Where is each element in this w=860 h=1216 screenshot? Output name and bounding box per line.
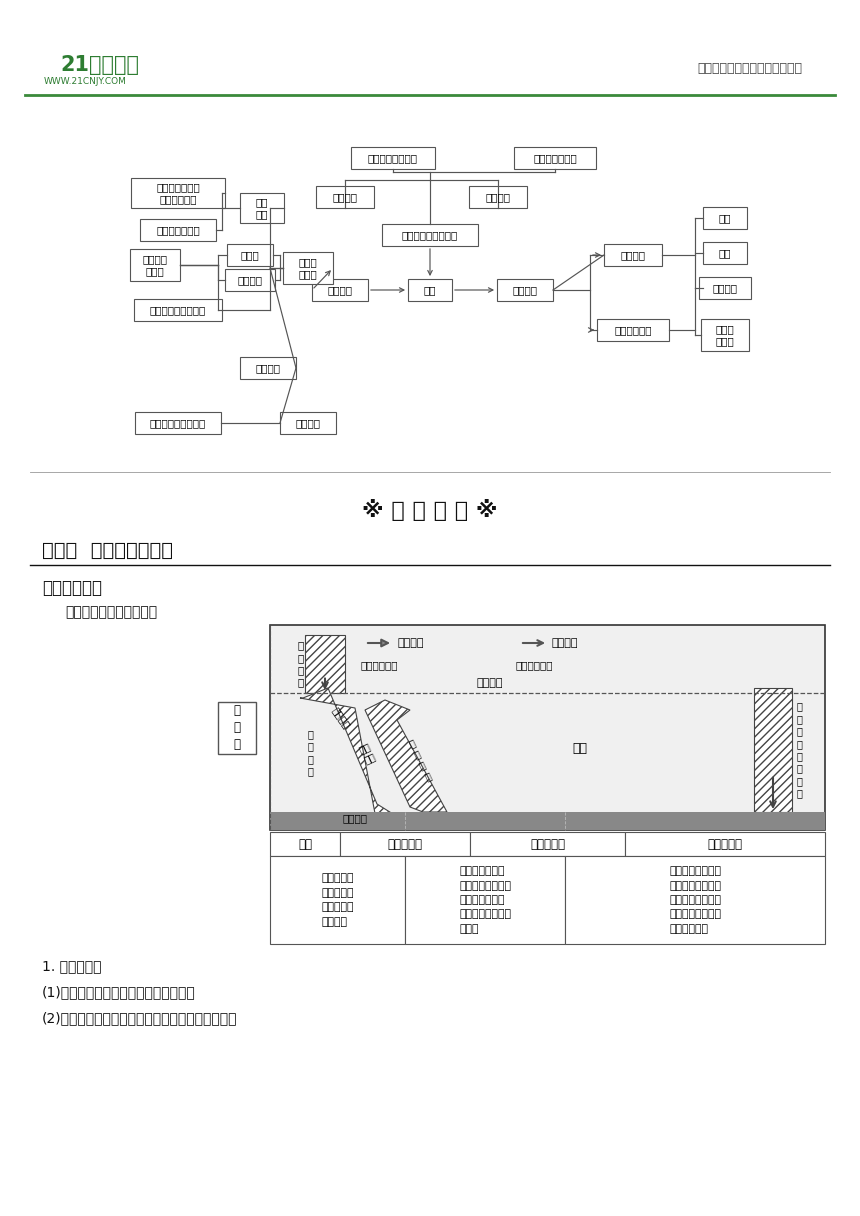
Polygon shape	[365, 700, 447, 812]
Text: 气压分布规律与
等压面的判读: 气压分布规律与 等压面的判读	[157, 182, 200, 204]
Text: 地面吸收: 地面吸收	[342, 814, 367, 823]
Text: 季风环流: 季风环流	[296, 418, 321, 428]
Bar	[699, 277, 751, 299]
Text: 射向宇宙空间: 射向宇宙空间	[360, 660, 397, 670]
Bar	[382, 224, 478, 246]
Text: 风向与受
力状况: 风向与受 力状况	[143, 254, 168, 276]
Bar	[130, 249, 180, 281]
Bar	[270, 856, 405, 944]
Text: 气旋与反气旋: 气旋与反气旋	[614, 325, 652, 334]
Text: 大气上界: 大气上界	[476, 679, 503, 688]
Text: 等压线的判读与应用: 等压线的判读与应用	[150, 305, 206, 315]
Text: 三圈环流: 三圈环流	[255, 364, 280, 373]
Bar	[497, 278, 553, 302]
Text: 暖锋: 暖锋	[719, 248, 731, 258]
Text: 判断及
其影响: 判断及 其影响	[716, 323, 734, 347]
Text: 大气吸收: 大气吸收	[330, 705, 352, 731]
Bar	[470, 832, 625, 856]
Bar	[408, 278, 452, 302]
Text: 大地暖大气: 大地暖大气	[530, 838, 565, 850]
Bar	[270, 832, 340, 856]
Text: 【知识结构】: 【知识结构】	[42, 579, 102, 597]
Text: ※ 考 点 梳 理 ※: ※ 考 点 梳 理 ※	[362, 499, 498, 520]
Bar	[140, 219, 216, 241]
Bar	[280, 412, 336, 434]
Text: 保温作用: 保温作用	[486, 192, 511, 202]
Text: 太
阳
辐
射: 太 阳 辐 射	[298, 641, 304, 687]
Bar	[703, 242, 747, 264]
Text: 短波辐射: 短波辐射	[397, 638, 423, 648]
Bar	[351, 147, 435, 169]
Text: 热力
环流: 热力 环流	[255, 197, 268, 219]
Bar	[565, 856, 825, 944]
Text: 大气水
平运动: 大气水 平运动	[298, 257, 317, 280]
Bar	[134, 299, 222, 321]
Text: 大气运动: 大气运动	[328, 285, 353, 295]
Text: 1. 两个来源：: 1. 两个来源：	[42, 959, 101, 973]
Polygon shape	[300, 688, 393, 824]
Bar	[305, 635, 345, 693]
Bar	[754, 688, 792, 812]
Text: 大气增温后形成大
气辐射，其中向下
的部分称为大气逆
辐射，它把大部分
热量还给地面: 大气增温后形成大 气辐射，其中向下 的部分称为大气逆 辐射，它把大部分 热量还给…	[669, 866, 721, 934]
Text: 大气: 大气	[573, 742, 587, 754]
Bar	[701, 319, 749, 351]
Bar	[625, 832, 825, 856]
Text: 大部分太阳
辐射到达地
面，地面吸
收后增温: 大部分太阳 辐射到达地 面，地面吸 收后增温	[322, 873, 353, 927]
Text: 大气还大地: 大气还大地	[708, 838, 742, 850]
Text: (1)大气最重要的能量来源：太阳辐射。: (1)大气最重要的能量来源：太阳辐射。	[42, 985, 196, 1000]
Text: 冷锋: 冷锋	[719, 213, 731, 223]
Bar	[218, 702, 256, 754]
Bar	[469, 186, 527, 208]
Bar	[597, 319, 669, 340]
Text: 准静止锋: 准静止锋	[712, 283, 738, 293]
Text: 形成、分布及其影响: 形成、分布及其影响	[150, 418, 206, 428]
Bar	[703, 207, 747, 229]
Text: 形成原理与应用: 形成原理与应用	[157, 225, 200, 235]
Text: 逆温成因与影响: 逆温成因与影响	[533, 153, 577, 163]
Text: 高空风: 高空风	[241, 250, 260, 260]
Text: 大气受热过程分析: 大气受热过程分析	[368, 153, 418, 163]
Text: 射向宇宙空间: 射向宇宙空间	[515, 660, 553, 670]
Bar	[270, 812, 825, 831]
Text: 太阳暖大地: 太阳暖大地	[388, 838, 422, 850]
Bar	[283, 252, 333, 285]
Bar	[604, 244, 662, 266]
Bar	[227, 244, 273, 266]
Bar	[135, 412, 221, 434]
Text: 地
面
辐
射: 地 面 辐 射	[408, 737, 433, 783]
Bar	[225, 269, 275, 291]
Text: 过程: 过程	[298, 838, 312, 850]
Text: 一、大气的受热过程原理: 一、大气的受热过程原理	[65, 606, 157, 619]
Bar	[240, 358, 296, 379]
Bar	[340, 832, 470, 856]
Bar	[131, 178, 225, 208]
Text: 示
意
图: 示 意 图	[234, 704, 241, 751]
Text: (2)近地面大气热量的主要、直接来源：地面辐射。: (2)近地面大气热量的主要、直接来源：地面辐射。	[42, 1010, 237, 1025]
Bar	[240, 193, 284, 223]
Bar	[405, 856, 565, 944]
Text: 考点一  大气的受热过程: 考点一 大气的受热过程	[42, 540, 173, 559]
Bar	[312, 278, 368, 302]
Text: 大
气
辐
射
射
向
地
面: 大 气 辐 射 射 向 地 面	[797, 702, 803, 799]
Bar	[270, 625, 825, 831]
Text: 21世纪教育: 21世纪教育	[60, 55, 139, 75]
Bar	[514, 147, 596, 169]
Text: 太
阳
辐
射: 太 阳 辐 射	[307, 728, 313, 776]
Text: 大气组成与热力状况: 大气组成与热力状况	[402, 230, 458, 240]
Text: 长波辐射: 长波辐射	[552, 638, 579, 648]
Text: 大气: 大气	[424, 285, 436, 295]
Text: WWW.21CNJY.COM: WWW.21CNJY.COM	[44, 78, 126, 86]
Text: 大气
吸收: 大气 吸收	[357, 741, 377, 765]
Text: 地面增温后形成
地面辐射，大部分
地面辐射的热量
被大气吸收，使大
气增温: 地面增温后形成 地面辐射，大部分 地面辐射的热量 被大气吸收，使大 气增温	[459, 866, 511, 934]
Text: 近地面风: 近地面风	[237, 275, 262, 285]
Text: 中小学教育资源及组卷应用平台: 中小学教育资源及组卷应用平台	[697, 62, 802, 74]
Text: 锋面系统: 锋面系统	[621, 250, 646, 260]
Text: 天气系统: 天气系统	[513, 285, 538, 295]
Text: 削弱作用: 削弱作用	[333, 192, 358, 202]
Bar	[316, 186, 374, 208]
